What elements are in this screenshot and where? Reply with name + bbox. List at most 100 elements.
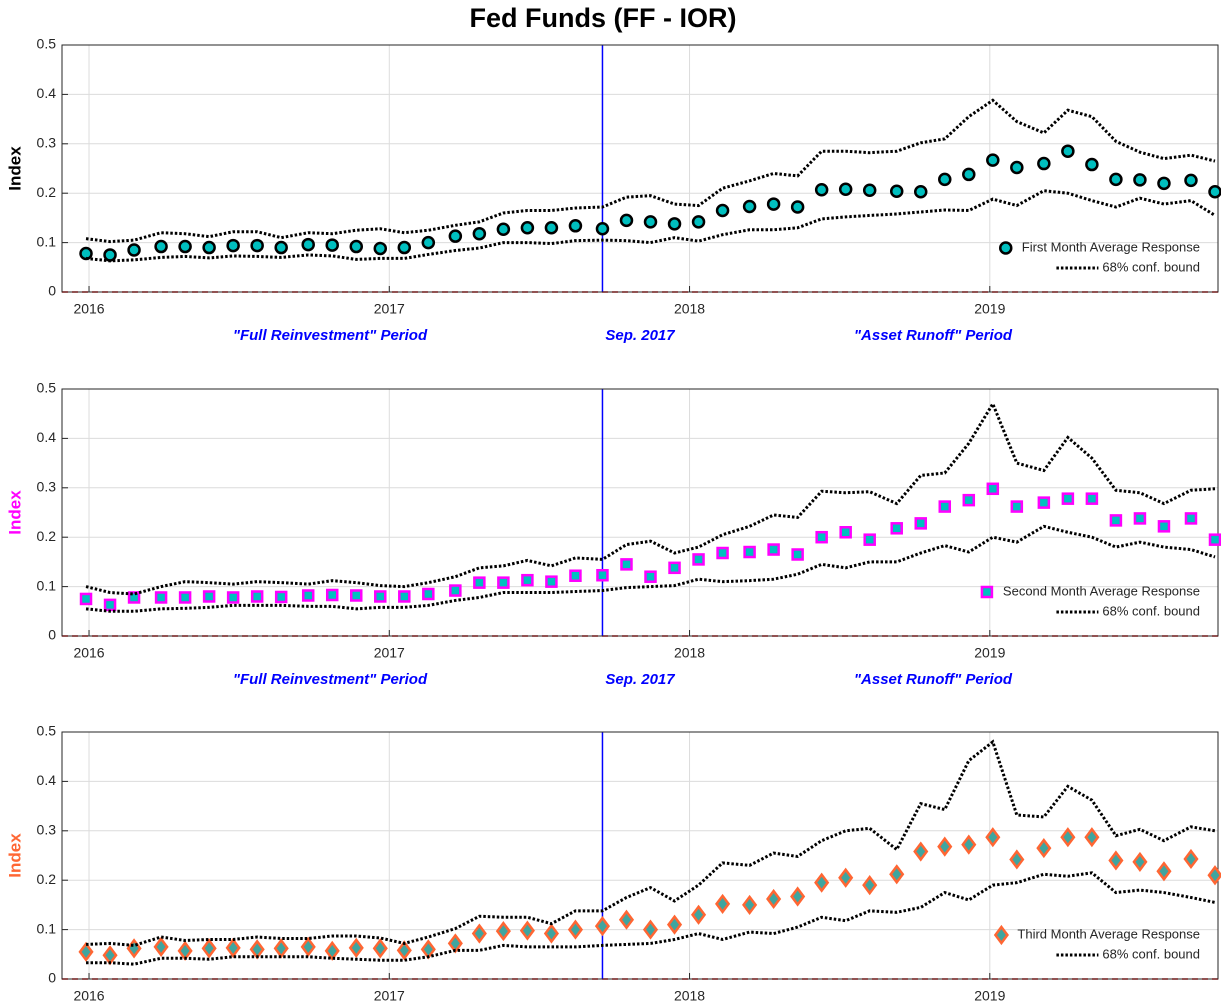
annotation: "Asset Runoff" Period [854,327,1013,344]
y-tick-label: 0.3 [37,479,57,495]
marker [1184,512,1198,525]
y-tick-label: 0.1 [37,920,57,936]
x-tick-label: 2017 [374,988,405,1004]
figure-title: Fed Funds (FF - IOR) [470,3,737,33]
marker [274,240,288,255]
marker [1109,172,1123,187]
marker [862,875,878,896]
marker [666,914,683,935]
marker [1061,144,1075,158]
marker [838,867,854,888]
marker [595,222,610,236]
marker [202,590,216,603]
marker [1010,500,1024,513]
marker [79,246,93,261]
marker [274,590,288,604]
x-tick-label: 2019 [974,988,1005,1004]
marker [103,598,117,612]
marker [814,872,830,893]
marker [1061,492,1075,505]
marker [422,587,435,601]
marker [1036,838,1052,859]
marker [178,591,192,604]
marker [1157,176,1171,191]
annotation: "Full Reinvestment" Period [233,327,428,344]
marker [742,894,758,915]
marker [396,940,412,961]
marker [372,938,388,959]
marker [568,219,583,233]
marker [202,240,216,255]
marker [814,182,829,197]
y-axis-label: Index [5,490,24,535]
marker [398,590,411,603]
marker [1207,865,1221,886]
marker [250,238,264,253]
marker [103,248,117,262]
marker [1109,514,1123,527]
marker [273,938,289,959]
marker [938,172,952,187]
marker [325,238,339,252]
marker [421,235,436,250]
marker [1208,533,1221,546]
marker [715,203,730,218]
marker [1157,520,1171,533]
marker [937,836,953,857]
x-tick-label: 2018 [674,988,705,1004]
confidence-bound [85,739,1216,947]
marker [350,589,363,602]
y-tick-label: 0 [48,627,56,643]
marker [1208,184,1221,199]
y-tick-label: 0.1 [37,577,57,593]
marker [349,239,364,254]
marker [1132,851,1148,873]
legend-label: 68% conf. bound [1102,603,1200,618]
legend-label: Second Month Average Response [1003,583,1200,598]
marker [569,569,582,582]
marker [691,215,706,229]
marker [642,919,659,940]
marker [767,543,780,556]
y-tick-label: 0.4 [37,772,57,788]
marker [644,570,657,583]
y-tick-label: 0.2 [37,871,57,887]
marker [567,919,584,940]
marker [1183,848,1199,870]
marker [348,937,364,958]
marker [938,500,952,513]
marker [594,916,611,937]
legend-marker [999,241,1013,255]
marker [715,893,731,914]
annotation: Sep. 2017 [605,671,675,688]
marker [201,938,217,959]
marker [1037,156,1051,171]
marker [154,239,168,254]
marker [154,591,168,604]
marker [618,909,635,930]
x-tick-label: 2018 [674,301,705,317]
marker [545,575,558,588]
marker [668,561,681,575]
y-tick-label: 0.4 [37,85,57,101]
marker [863,533,876,546]
marker [226,238,240,253]
x-tick-label: 2016 [73,988,104,1004]
marker [374,590,387,603]
y-tick-label: 0.2 [37,528,57,544]
marker [449,584,462,597]
marker [962,167,976,182]
y-tick-label: 0.3 [37,822,57,838]
y-tick-label: 0.2 [37,184,57,200]
marker [397,240,412,255]
y-tick-label: 0.5 [37,380,57,396]
legend-label: 68% conf. bound [1102,259,1200,274]
marker [472,226,487,241]
marker [643,215,658,229]
confidence-bound [85,524,1216,613]
marker [471,923,487,944]
marker [961,834,977,855]
y-tick-label: 0 [48,970,56,986]
marker [521,573,534,587]
marker [1156,861,1172,882]
